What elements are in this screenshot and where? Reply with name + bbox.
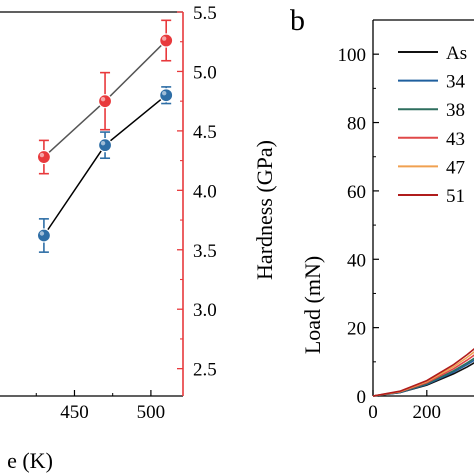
panel-a-hardness-tick-label: 5.0: [193, 62, 217, 83]
panel-b-curve-51: [372, 348, 474, 397]
panel-b-legend-label-34: 34: [446, 72, 466, 93]
panel-b-letter: b: [290, 4, 305, 37]
panel-b-legend-label-As: As: [446, 43, 467, 64]
panel-b-load-chart: b 0 20 40 60 80 100 0 200 Load (mN) As 34 38 43 47 51: [290, 4, 474, 423]
panel-a-series-0-point: [97, 94, 113, 109]
panel-a-series-1-point: [97, 138, 113, 153]
panel-b-y-tick-label: 40: [347, 250, 366, 271]
panel-a-series-1-point-highlight: [161, 91, 167, 96]
panel-a-hardness-tick-label: 2.5: [193, 360, 217, 381]
panel-b-legend-label-38: 38: [446, 100, 465, 121]
panel-a-series-0-point-highlight: [39, 152, 45, 158]
panel-a-x-tick-label: 450: [60, 402, 89, 423]
panel-b-legend-label-47: 47: [446, 157, 465, 178]
panel-a-hardness-tick-label: 4.5: [193, 122, 217, 143]
panel-b-legend-label-51: 51: [446, 186, 465, 207]
panel-b-y-axis-title: Load (mN): [300, 256, 325, 354]
panel-a-x-tick-label: 500: [137, 402, 166, 423]
panel-b-x-tick-label: 0: [368, 402, 378, 423]
panel-b-x-tick-label: 200: [413, 402, 442, 423]
panel-a-hardness-tick-label: 5.5: [193, 3, 217, 24]
panel-a-hardness-chart: 450 500 2.5 3.0 3.5 4.0 4.5 5.0 5.5 e (K) Hardness…: [0, 3, 277, 473]
panel-a-hardness-tick-label: 3.0: [193, 300, 217, 321]
panel-a-x-axis-title: e (K): [7, 448, 53, 473]
panel-a-series-0-point-highlight: [100, 96, 106, 102]
panel-a-hardness-tick-label: 3.5: [193, 241, 217, 262]
panel-a-series-0-point-highlight: [161, 36, 167, 41]
panel-b-y-tick-label: 100: [338, 45, 367, 66]
panel-a-series-0-point: [159, 33, 174, 48]
panel-a-series-1-point: [159, 88, 174, 103]
panel-a-series-0-point: [36, 149, 52, 165]
panel-a-hardness-tick-label: 4.0: [193, 181, 217, 202]
panel-a-series-1-point-highlight: [100, 140, 106, 146]
panel-b-legend-label-43: 43: [446, 129, 465, 150]
panel-b-curve-38: [372, 357, 474, 397]
panel-b-y-tick-label: 20: [347, 319, 366, 340]
panel-a-series-1-point-highlight: [39, 231, 45, 236]
panel-b-y-tick-label: 60: [347, 182, 366, 203]
panel-a-series-1-point: [36, 228, 52, 243]
panel-b-curve-34: [372, 359, 474, 397]
panel-b-y-tick-label: 80: [347, 114, 366, 135]
panel-b-y-tick-label: 0: [357, 387, 367, 408]
panel-a-hardness-axis-title: Hardness (GPa): [252, 140, 277, 280]
